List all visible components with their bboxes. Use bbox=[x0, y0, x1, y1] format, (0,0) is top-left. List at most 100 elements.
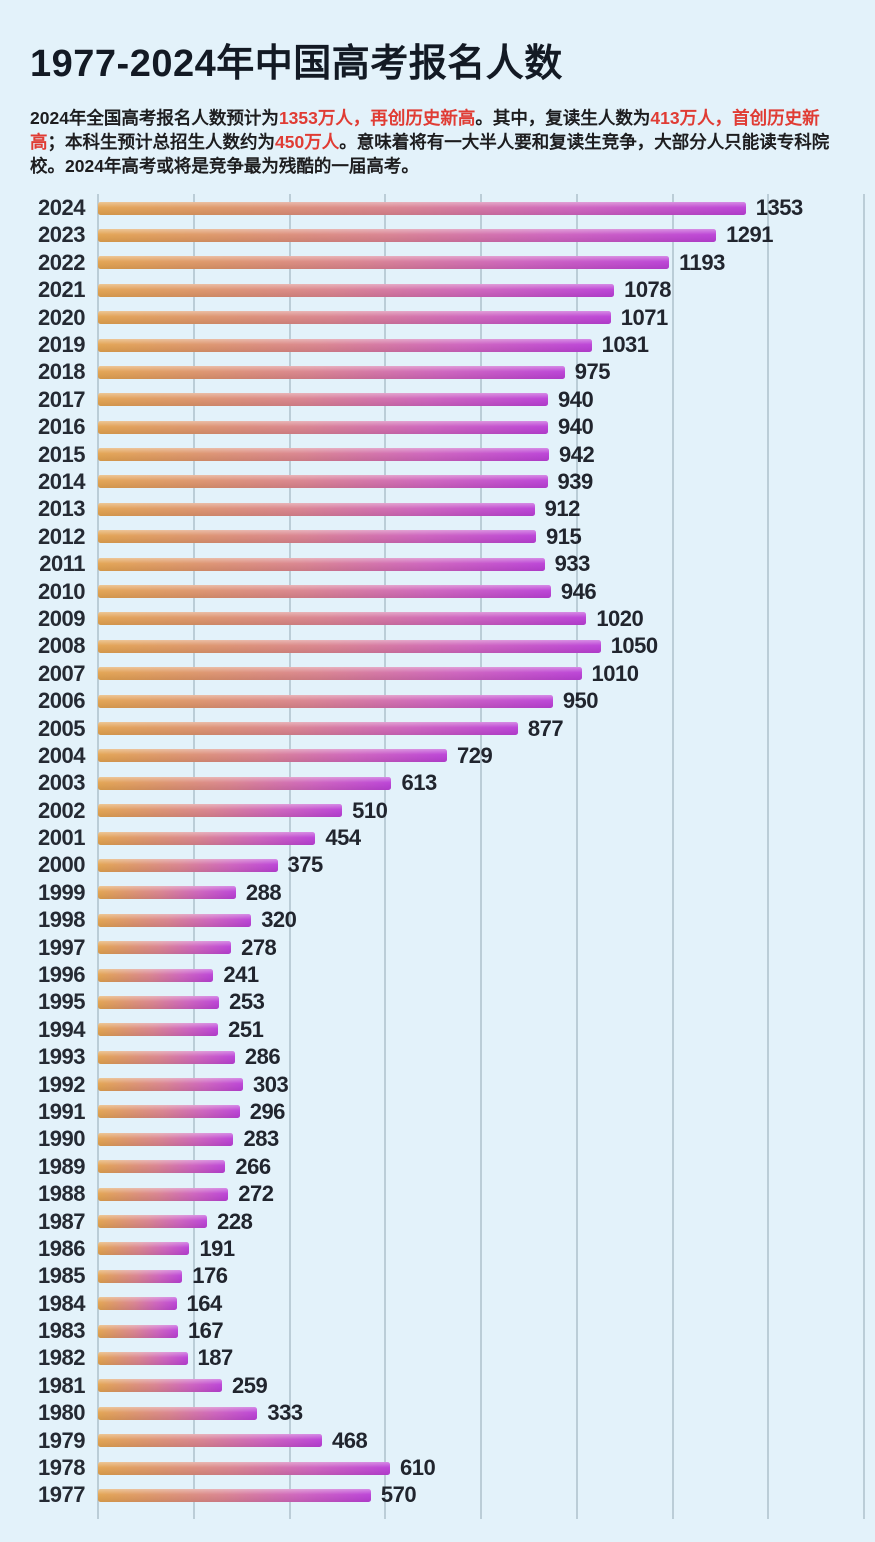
bar bbox=[98, 776, 392, 790]
bar bbox=[98, 694, 553, 708]
year-label: 2007 bbox=[38, 660, 85, 686]
bar bbox=[98, 1105, 240, 1119]
year-label: 2013 bbox=[38, 496, 85, 522]
chart-row: 2002 510 bbox=[0, 797, 875, 824]
bar-track: 164 bbox=[98, 1291, 864, 1317]
value-label: 187 bbox=[197, 1345, 234, 1371]
chart-row: 2007 1010 bbox=[0, 660, 875, 687]
value-label: 333 bbox=[267, 1400, 303, 1426]
bar-track: 468 bbox=[98, 1428, 864, 1454]
bar-track: 570 bbox=[98, 1482, 864, 1508]
value-label: 946 bbox=[560, 578, 597, 604]
value-label: 375 bbox=[287, 852, 324, 878]
year-label: 1986 bbox=[38, 1235, 85, 1261]
bar bbox=[98, 1351, 188, 1365]
bar bbox=[98, 1434, 323, 1448]
value-label: 176 bbox=[192, 1263, 228, 1289]
value-label: 288 bbox=[245, 879, 282, 905]
year-label: 2001 bbox=[38, 825, 85, 851]
year-label: 1983 bbox=[38, 1318, 85, 1344]
bar-track: 915 bbox=[98, 524, 864, 550]
chart-row: 2018 975 bbox=[0, 359, 875, 386]
chart-row: 2013 912 bbox=[0, 496, 875, 523]
chart-row: 2012 915 bbox=[0, 523, 875, 550]
chart-row: 1990 283 bbox=[0, 1126, 875, 1153]
gridline bbox=[671, 194, 674, 1520]
value-label: 975 bbox=[574, 359, 611, 385]
chart-row: 1983 167 bbox=[0, 1317, 875, 1344]
chart-row: 1989 266 bbox=[0, 1153, 875, 1180]
value-label: 191 bbox=[199, 1235, 235, 1261]
chart-row: 1998 320 bbox=[0, 907, 875, 934]
bar-track: 288 bbox=[98, 880, 864, 906]
bar-track: 933 bbox=[98, 551, 864, 577]
year-label: 2010 bbox=[38, 578, 85, 604]
chart-row: 2017 940 bbox=[0, 386, 875, 413]
year-label: 1977 bbox=[38, 1482, 85, 1508]
chart-row: 1995 253 bbox=[0, 989, 875, 1016]
year-label: 1994 bbox=[38, 1016, 85, 1042]
bar bbox=[98, 1160, 226, 1174]
value-label: 228 bbox=[217, 1208, 253, 1234]
gridline bbox=[288, 194, 291, 1520]
year-label: 1997 bbox=[38, 934, 85, 960]
bar-track: 940 bbox=[98, 387, 864, 413]
chart-rows: 2024 1353 2023 1291 2022 1193 2021 1078 … bbox=[0, 194, 875, 1509]
bar-track: 946 bbox=[98, 579, 864, 605]
bar-track: 375 bbox=[98, 852, 864, 878]
bar bbox=[98, 1215, 208, 1229]
chart-row: 2005 877 bbox=[0, 715, 875, 742]
year-label: 2002 bbox=[38, 797, 85, 823]
chart-row: 1979 468 bbox=[0, 1427, 875, 1454]
chart-row: 1984 164 bbox=[0, 1290, 875, 1317]
bar bbox=[98, 804, 343, 818]
chart-row: 2019 1031 bbox=[0, 331, 875, 358]
value-label: 251 bbox=[228, 1016, 264, 1042]
year-label: 2009 bbox=[38, 605, 85, 631]
value-label: 1353 bbox=[755, 195, 803, 221]
gridlines bbox=[97, 194, 865, 1520]
value-label: 912 bbox=[544, 496, 581, 522]
bar-track: 228 bbox=[98, 1209, 864, 1235]
bar bbox=[98, 475, 548, 489]
chart-row: 1999 288 bbox=[0, 879, 875, 906]
year-label: 1995 bbox=[38, 989, 85, 1015]
year-label: 2024 bbox=[38, 195, 85, 221]
chart-row: 2023 1291 bbox=[0, 222, 875, 249]
year-label: 2021 bbox=[38, 277, 85, 303]
chart-row: 2022 1193 bbox=[0, 249, 875, 276]
bar-track: 510 bbox=[98, 798, 864, 824]
chart-row: 1994 251 bbox=[0, 1016, 875, 1043]
chart-row: 2020 1071 bbox=[0, 304, 875, 331]
value-label: 283 bbox=[243, 1126, 279, 1152]
chart-row: 2006 950 bbox=[0, 687, 875, 714]
value-label: 1071 bbox=[620, 304, 668, 330]
bar bbox=[98, 968, 214, 982]
value-label: 278 bbox=[241, 934, 277, 960]
year-label: 1992 bbox=[38, 1071, 85, 1097]
bar bbox=[98, 858, 278, 872]
year-label: 1989 bbox=[38, 1153, 85, 1179]
chart-row: 2003 613 bbox=[0, 770, 875, 797]
value-label: 241 bbox=[223, 962, 259, 988]
bar-track: 187 bbox=[98, 1345, 864, 1371]
bar-track: 283 bbox=[98, 1126, 864, 1152]
year-label: 2014 bbox=[38, 468, 85, 494]
bar-track: 939 bbox=[98, 469, 864, 495]
bar bbox=[98, 639, 601, 653]
year-label: 2019 bbox=[38, 332, 85, 358]
chart-row: 1981 259 bbox=[0, 1372, 875, 1399]
bar bbox=[98, 557, 545, 571]
chart-subtitle: 2024年全国高考报名人数预计为1353万人，再创历史新高。其中，复读生人数为4… bbox=[30, 107, 845, 178]
year-label: 1987 bbox=[38, 1208, 85, 1234]
year-label: 2005 bbox=[38, 715, 85, 741]
year-label: 1985 bbox=[38, 1263, 85, 1289]
bar bbox=[98, 1488, 371, 1502]
year-label: 2022 bbox=[38, 249, 85, 275]
value-label: 877 bbox=[527, 715, 564, 741]
bar-track: 1193 bbox=[98, 250, 864, 276]
bar-track: 610 bbox=[98, 1455, 864, 1481]
year-label: 2000 bbox=[38, 852, 85, 878]
bar-track: 251 bbox=[98, 1017, 864, 1043]
chart-row: 2008 1050 bbox=[0, 633, 875, 660]
